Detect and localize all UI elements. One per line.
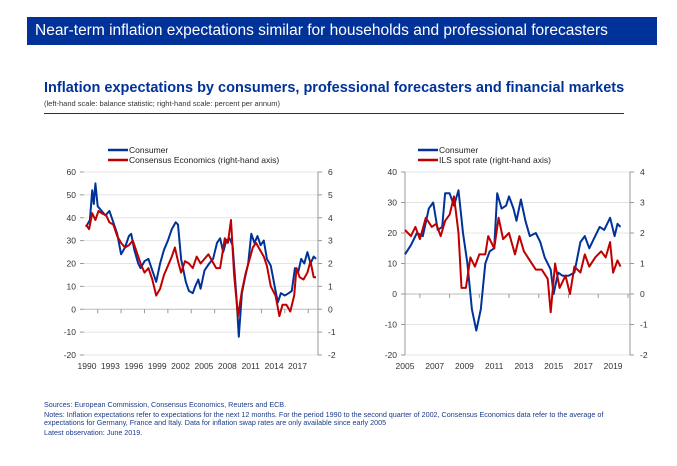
y-tick-label-left: -10 <box>64 327 77 337</box>
y-tick-label-right: 1 <box>640 259 645 269</box>
y-tick-label-left: 30 <box>388 198 398 208</box>
y-tick-label-left: 40 <box>388 167 398 177</box>
series-line-secondary <box>404 195 622 314</box>
y-tick-label-left: 40 <box>67 213 77 223</box>
figure-title: Inflation expectations by consumers, pro… <box>44 80 625 96</box>
y-tick-label-left: 20 <box>67 259 77 269</box>
y-tick-label-left: 0 <box>71 304 76 314</box>
latest-observation-note: Latest observation: June 2019. <box>44 428 143 438</box>
x-tick-label: 2009 <box>455 361 474 371</box>
sources-note: Sources: European Commission, Consensus … <box>44 400 287 409</box>
y-tick-label-left: 0 <box>392 289 397 299</box>
y-tick-label-right: 5 <box>328 190 333 200</box>
y-tick-label-right: -1 <box>328 327 336 337</box>
x-tick-label: 2005 <box>396 361 415 371</box>
y-tick-label-right: 6 <box>328 167 333 177</box>
legend-label: Consensus Economics (right-hand axis) <box>129 155 279 165</box>
y-tick-label-right: -2 <box>640 350 648 360</box>
y-tick-label-right: 2 <box>328 259 333 269</box>
y-tick-label-right: 1 <box>328 281 333 291</box>
y-tick-label-right: 3 <box>640 198 645 208</box>
y-tick-label-left: 10 <box>67 281 77 291</box>
x-tick-label: 2015 <box>544 361 563 371</box>
y-tick-label-left: 50 <box>67 190 77 200</box>
x-tick-label: 2014 <box>265 361 284 371</box>
y-tick-label-left: 30 <box>67 236 77 246</box>
x-tick-label: 2005 <box>194 361 213 371</box>
y-tick-label-right: 4 <box>640 167 645 177</box>
y-tick-label-left: -20 <box>64 350 77 360</box>
footnotes: Sources: European Commission, Consensus … <box>44 400 644 439</box>
y-tick-label-right: 0 <box>640 289 645 299</box>
y-tick-label-right: 3 <box>328 236 333 246</box>
series-line-consumer <box>404 189 622 332</box>
x-tick-label: 1999 <box>148 361 167 371</box>
series-line-secondary <box>85 209 316 318</box>
x-tick-label: 2008 <box>218 361 237 371</box>
x-tick-label: 2007 <box>425 361 444 371</box>
x-tick-label: 2017 <box>574 361 593 371</box>
y-tick-label-right: 0 <box>328 304 333 314</box>
y-tick-label-left: 20 <box>388 228 398 238</box>
y-tick-label-left: -10 <box>385 320 398 330</box>
y-tick-label-left: 10 <box>388 259 398 269</box>
legend-label: ILS spot rate (right-hand axis) <box>439 155 551 165</box>
y-tick-label-right: 4 <box>328 213 333 223</box>
banner-title: Near-term inflation expectations similar… <box>27 17 657 45</box>
y-tick-label-right: -2 <box>328 350 336 360</box>
explanatory-note: Notes: Inflation expectations refer to e… <box>44 409 604 428</box>
x-tick-label: 1996 <box>124 361 143 371</box>
legend-label: Consumer <box>129 145 168 155</box>
title-divider <box>44 113 624 114</box>
figure-subtitle: (left-hand scale: balance statistic; rig… <box>44 99 280 108</box>
x-tick-label: 2011 <box>485 361 504 371</box>
x-tick-label: 1993 <box>101 361 120 371</box>
x-tick-label: 2013 <box>514 361 533 371</box>
y-tick-label-left: -20 <box>385 350 398 360</box>
x-tick-label: 2017 <box>288 361 307 371</box>
x-tick-label: 2019 <box>604 361 623 371</box>
series-line-consumer <box>85 182 317 338</box>
y-tick-label-left: 60 <box>67 167 77 177</box>
x-tick-label: 2011 <box>242 361 261 371</box>
x-tick-label: 2002 <box>171 361 190 371</box>
y-tick-label-right: -1 <box>640 320 648 330</box>
legend-label: Consumer <box>439 145 478 155</box>
y-tick-label-right: 2 <box>640 228 645 238</box>
x-tick-label: 1990 <box>78 361 97 371</box>
